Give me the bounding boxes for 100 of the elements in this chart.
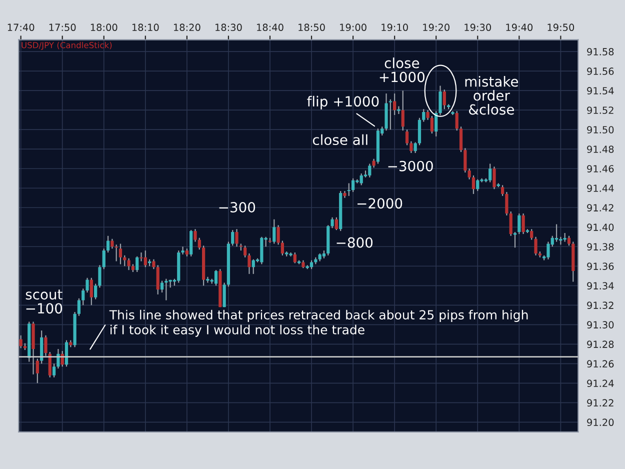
candlestick (252, 258, 255, 274)
y-tick-label: 91.46 (587, 165, 614, 172)
y-tick-label: 91.32 (587, 302, 614, 309)
x-tick-label: 18:00 (90, 24, 118, 32)
candlestick (198, 237, 201, 250)
candlestick (410, 140, 413, 154)
candlestick (52, 363, 56, 378)
candlestick (123, 254, 126, 267)
candlestick (414, 142, 417, 154)
y-tick-label: 91.54 (587, 87, 614, 94)
x-tick-label: 18:20 (174, 24, 200, 32)
candlestick (388, 98, 392, 130)
x-tick-label: 19:10 (382, 24, 408, 32)
candlestick (181, 246, 184, 255)
y-tick-label: 91.34 (587, 282, 614, 290)
candlestick (455, 110, 458, 132)
y-tick-label: 91.56 (587, 68, 614, 75)
candlestick (401, 90, 404, 132)
x-tick-label: 19:40 (506, 24, 533, 32)
candlestick (530, 228, 534, 240)
candlestick (472, 174, 476, 195)
candlestick (222, 282, 226, 308)
annotation: if I took it easy I would not loss the trade (110, 324, 364, 337)
y-tick-label: 91.52 (587, 106, 614, 114)
x-tick-label: 18:30 (216, 24, 242, 32)
candlestick (442, 89, 446, 110)
candlestick (509, 210, 512, 236)
candlestick (464, 148, 467, 174)
candlestick (393, 92, 396, 116)
candlestick (114, 244, 118, 262)
candlestick (231, 230, 234, 246)
annotation: −800 (336, 237, 373, 248)
x-tick-label: 19:00 (340, 24, 366, 32)
candlestick (36, 358, 39, 384)
candlestick (64, 340, 68, 368)
y-tick-label: 91.42 (587, 204, 614, 212)
candlestick (518, 212, 521, 235)
annotation: close +1000 (380, 58, 424, 82)
annotation: This line showed that prices retraced back about 25 pips from high (109, 310, 528, 322)
candlestick (293, 252, 296, 264)
candlestick (459, 126, 463, 153)
annotation: scout −100 (26, 290, 62, 314)
x-tick-label: 18:10 (132, 24, 159, 32)
candlestick (368, 163, 372, 178)
annotation: −3000 (388, 160, 433, 172)
candlestick (347, 182, 350, 196)
candlestick (127, 258, 130, 271)
candlestick (360, 172, 363, 186)
y-tick-label: 91.30 (587, 321, 614, 328)
candlestick (434, 110, 438, 137)
x-tick-label: 17:40 (8, 24, 34, 32)
candlestick (110, 238, 114, 250)
candlestick (160, 280, 164, 294)
candlestick (505, 191, 508, 216)
candlestick (418, 117, 422, 146)
candlestick (488, 163, 492, 183)
candlestick (405, 129, 409, 146)
candlestick (280, 240, 284, 256)
candlestick (140, 252, 143, 262)
x-tick-label: 17:50 (49, 24, 76, 32)
candlestick (152, 258, 156, 270)
x-tick-label: 18:40 (257, 24, 284, 32)
candlestick (567, 235, 571, 246)
candlestick (534, 236, 538, 256)
chart-title: USD/JPY (CandleStick) (22, 42, 112, 50)
candlestick (144, 250, 147, 268)
annotation: mistake order &close (465, 76, 518, 115)
candlestick (476, 178, 480, 192)
y-tick-label: 91.36 (587, 262, 614, 270)
candlestick (94, 283, 98, 300)
candlestick (19, 334, 22, 349)
candlestick (512, 231, 518, 248)
candlestick (492, 166, 496, 190)
y-tick-label: 91.40 (587, 224, 614, 231)
x-tick-label: 18:50 (298, 24, 325, 32)
candlestick (214, 269, 218, 286)
candlestick (430, 115, 434, 134)
y-tick-label: 91.48 (587, 146, 614, 153)
x-tick-label: 19:30 (464, 24, 491, 32)
candlestick (438, 85, 442, 116)
annotation: flip +1000 (307, 96, 379, 110)
candlestick (334, 216, 338, 231)
annotation: −2000 (358, 198, 402, 209)
x-tick-label: 19:50 (548, 24, 574, 32)
candlestick (48, 351, 52, 378)
candlestick (351, 178, 355, 193)
y-tick-label: 91.26 (587, 360, 614, 368)
candlestick (468, 168, 471, 180)
y-tick-label: 91.24 (587, 380, 614, 388)
y-tick-label: 91.20 (587, 418, 614, 426)
candlestick (522, 212, 525, 235)
candlestick (500, 184, 504, 196)
candlestick (90, 277, 93, 306)
candlestick (136, 256, 139, 273)
candlestick (156, 264, 160, 295)
y-tick-label: 91.22 (587, 399, 614, 407)
y-tick-label: 91.58 (587, 48, 614, 56)
annotation: close all (312, 134, 368, 146)
candlestick (422, 108, 426, 122)
candlestick (244, 245, 247, 258)
